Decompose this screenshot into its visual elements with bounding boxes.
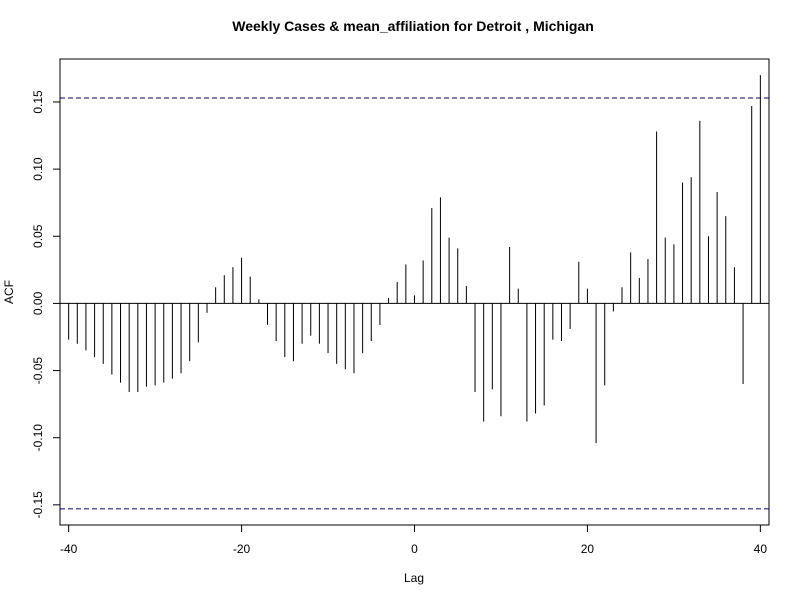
y-tick-label: -0.05	[31, 357, 45, 385]
y-axis-label: ACF	[2, 280, 16, 304]
y-tick-label: -0.10	[31, 424, 45, 452]
y-tick-label: 0.00	[31, 291, 45, 315]
chart-title: Weekly Cases & mean_affiliation for Detr…	[232, 18, 594, 34]
y-axis: -0.15 -0.10 -0.05 0.00 0.05 0.10 0.15	[31, 90, 61, 519]
plot-frame	[59, 58, 770, 526]
y-tick-label: -0.15	[31, 491, 45, 519]
y-tick-label: 0.10	[31, 157, 45, 181]
acf-bars	[68, 75, 761, 444]
x-tick-label: 0	[411, 542, 418, 556]
y-tick-label: 0.05	[31, 224, 45, 248]
x-tick-label: 40	[754, 542, 768, 556]
x-axis: -40 -20 0 20 40	[60, 524, 768, 556]
x-tick-label: -40	[60, 542, 78, 556]
y-tick-label: 0.15	[31, 90, 45, 114]
x-tick-label: 20	[581, 542, 595, 556]
x-tick-label: -20	[233, 542, 251, 556]
x-axis-label: Lag	[404, 571, 424, 585]
